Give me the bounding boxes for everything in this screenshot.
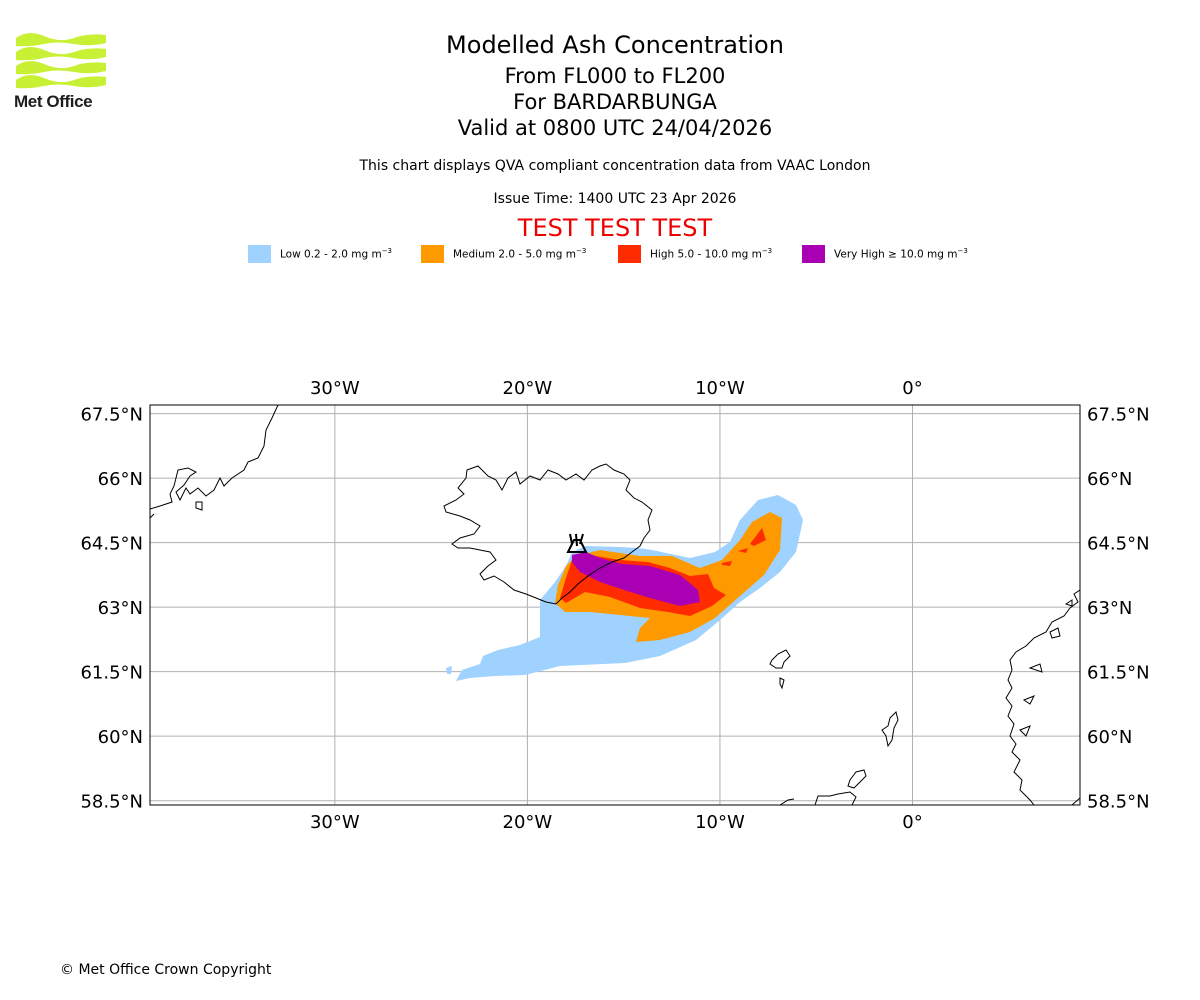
map-frame <box>149 404 1081 806</box>
legend-exp-very-high: −3 <box>957 247 968 256</box>
lat-tick-label-right: 60°N <box>1087 727 1132 748</box>
flight-levels: From FL000 to FL200 <box>504 64 726 88</box>
sweden-coastline <box>1071 797 1080 805</box>
lon-tick-label-top: 0° <box>902 378 922 399</box>
legend-item-very-high: Very High ≥ 10.0 mg m−3 <box>802 244 968 264</box>
greenland-islet <box>195 501 203 511</box>
lat-tick-label-right: 66°N <box>1087 469 1132 490</box>
lon-tick-label-top: 30°W <box>310 378 360 399</box>
ash-low-speck <box>446 666 452 674</box>
lat-tick-label-left: 60°N <box>98 727 143 748</box>
lat-tick-label-left: 64.5°N <box>80 534 143 555</box>
legend-item-medium: Medium 2.0 - 5.0 mg m−3 <box>421 244 586 264</box>
legend-item-low: Low 0.2 - 2.0 mg m−3 <box>248 244 392 264</box>
scotland-coastline <box>779 791 857 805</box>
logo-text: Met Office <box>14 92 93 111</box>
iceland-coastline <box>443 463 653 605</box>
norway-islands <box>1019 599 1073 737</box>
lon-tick-label-bottom: 20°W <box>503 812 553 833</box>
lon-tick-label-top: 20°W <box>503 378 553 399</box>
faroe-islands-coastline <box>769 649 791 690</box>
legend-exp-low: −3 <box>381 247 393 256</box>
lon-tick-label-bottom: 30°W <box>310 812 360 833</box>
lat-tick-label-right: 67.5°N <box>1087 405 1150 426</box>
legend-item-high: High 5.0 - 10.0 mg m−3 <box>618 244 772 264</box>
lon-tick-label-top: 10°W <box>695 378 745 399</box>
legend-swatch-very-high <box>802 245 825 263</box>
legend-swatch-high <box>618 245 641 263</box>
lat-tick-label-right: 58.5°N <box>1087 792 1150 813</box>
lat-tick-label-left: 58.5°N <box>80 792 143 813</box>
legend-label-medium: Medium 2.0 - 5.0 mg m <box>453 248 576 261</box>
test-banner: TEST TEST TEST <box>517 214 713 242</box>
chart-description: This chart displays QVA compliant concen… <box>359 158 871 174</box>
orkney-coastline <box>847 769 867 789</box>
lon-tick-label-bottom: 10°W <box>695 812 745 833</box>
ash-high-patch-3 <box>722 561 732 566</box>
copyright-notice: © Met Office Crown Copyright <box>60 962 272 978</box>
lat-tick-label-left: 66°N <box>98 469 143 490</box>
chart-title: Modelled Ash Concentration <box>446 31 784 59</box>
legend: Low 0.2 - 2.0 mg m−3 Medium 2.0 - 5.0 mg… <box>0 244 1200 264</box>
legend-label-very-high: Very High ≥ 10.0 mg m <box>834 248 958 261</box>
norway-coastline <box>1005 589 1080 805</box>
lat-tick-label-right: 61.5°N <box>1087 663 1150 684</box>
issue-time: Issue Time: 1400 UTC 23 Apr 2026 <box>493 191 737 207</box>
valid-time: Valid at 0800 UTC 24/04/2026 <box>457 116 773 140</box>
lat-tick-label-right: 64.5°N <box>1087 534 1150 555</box>
volcano-marker-icon <box>566 533 588 553</box>
ash-high-patch <box>750 528 766 546</box>
shetland-coastline <box>881 711 899 748</box>
legend-exp-medium: −3 <box>575 247 587 256</box>
lat-tick-label-right: 63°N <box>1087 598 1132 619</box>
greenland-coastline <box>150 405 279 519</box>
lat-tick-label-left: 67.5°N <box>80 405 143 426</box>
legend-label-low: Low 0.2 - 2.0 mg m <box>280 248 382 261</box>
met-office-wave-icon <box>16 32 106 89</box>
legend-label-high: High 5.0 - 10.0 mg m <box>650 248 762 261</box>
legend-swatch-medium <box>421 245 444 263</box>
legend-exp-high: −3 <box>761 247 773 256</box>
volcano-name: For BARDARBUNGA <box>513 90 717 114</box>
ash-high-patch-2 <box>738 548 748 553</box>
met-office-logo: Met Office <box>14 30 108 112</box>
axis-ticks: 30°W 30°W 20°W 20°W 10°W 10°W 0° 0° 67.5°N 67.5°N… <box>80 378 1149 833</box>
lat-tick-label-left: 61.5°N <box>80 663 143 684</box>
lon-tick-label-bottom: 0° <box>902 812 922 833</box>
lat-tick-label-left: 63°N <box>98 598 143 619</box>
legend-swatch-low <box>248 245 271 263</box>
